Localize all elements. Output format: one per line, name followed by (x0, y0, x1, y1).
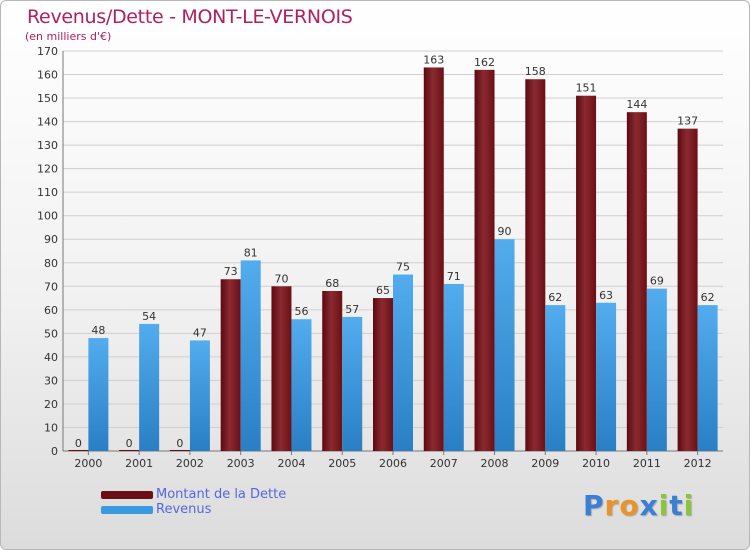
y-tick-label: 40 (44, 351, 58, 364)
logo-letter: r (604, 489, 620, 522)
y-tick-label: 80 (44, 257, 58, 270)
bar-dette (119, 450, 140, 451)
data-label: 65 (376, 284, 390, 297)
data-label: 57 (345, 303, 359, 316)
data-label: 47 (193, 326, 207, 339)
bar-dette (626, 112, 647, 452)
y-tick-label: 90 (44, 233, 58, 246)
y-tick-label: 30 (44, 374, 58, 387)
data-label: 0 (75, 437, 82, 450)
bar-revenus (139, 323, 160, 451)
x-tick-label: 2012 (684, 457, 712, 470)
bar-revenus (494, 239, 515, 451)
bar-dette (322, 291, 343, 451)
logo-letter: i (683, 489, 695, 522)
legend-label-dette: Montant de la Dette (156, 487, 287, 502)
y-tick-label: 160 (37, 69, 58, 82)
bar-dette (220, 279, 241, 451)
data-label: 0 (176, 437, 183, 450)
y-tick-label: 50 (44, 327, 58, 340)
chart-title: Revenus/Dette - MONT-LE-VERNOIS (27, 6, 353, 28)
data-label: 69 (650, 275, 664, 288)
bar-dette (677, 128, 698, 451)
bar-dette (169, 450, 190, 451)
bar-dette (525, 79, 546, 451)
data-label: 68 (325, 277, 339, 290)
data-label: 62 (701, 291, 715, 304)
bar-dette (474, 69, 495, 451)
data-label: 56 (294, 305, 308, 318)
proxiti-logo: Proxiti (583, 489, 694, 522)
logo-letter: i (658, 489, 670, 522)
data-label: 70 (274, 272, 288, 285)
bar-dette (373, 298, 393, 451)
x-tick-label: 2004 (277, 457, 305, 470)
y-tick-label: 120 (37, 163, 58, 176)
data-label: 162 (474, 56, 495, 69)
y-tick-label: 10 (44, 421, 58, 434)
bar-revenus (697, 305, 718, 451)
y-tick-label: 140 (37, 116, 58, 129)
bar-revenus (342, 316, 363, 451)
bar-revenus (545, 305, 566, 451)
bar-revenus (189, 340, 210, 451)
legend-swatch-revenus (101, 506, 153, 514)
logo-letter: x (639, 489, 659, 522)
data-label: 73 (224, 265, 238, 278)
bar-revenus (596, 302, 617, 451)
bar-revenus (240, 260, 261, 451)
y-tick-label: 60 (44, 304, 58, 317)
y-tick-label: 110 (37, 186, 58, 199)
x-tick-label: 2010 (582, 457, 610, 470)
data-label: 163 (423, 53, 444, 66)
x-tick-label: 2006 (379, 457, 407, 470)
x-tick-label: 2001 (125, 457, 153, 470)
data-label: 71 (447, 270, 461, 283)
data-label: 62 (548, 291, 562, 304)
y-tick-label: 100 (37, 210, 58, 223)
data-label: 151 (576, 82, 597, 95)
bar-dette (423, 67, 444, 452)
y-tick-label: 150 (37, 92, 58, 105)
x-tick-label: 2011 (633, 457, 661, 470)
data-label: 75 (396, 261, 410, 274)
chart-subtitle: (en milliers d'€) (25, 30, 112, 43)
logo-letter: t (669, 489, 684, 522)
y-tick-label: 0 (51, 445, 58, 458)
data-label: 0 (126, 437, 133, 450)
data-label: 48 (91, 324, 105, 337)
x-tick-label: 2000 (74, 457, 102, 470)
legend-swatch-dette (101, 491, 153, 499)
bar-revenus (646, 288, 667, 451)
bar-revenus (88, 338, 109, 451)
data-label: 90 (498, 225, 512, 238)
x-tick-label: 2007 (430, 457, 458, 470)
data-label: 144 (626, 98, 647, 111)
bar-revenus (291, 319, 312, 451)
logo-letter: P (583, 489, 605, 522)
bar-dette (576, 95, 597, 452)
data-label: 63 (599, 289, 613, 302)
x-tick-label: 2005 (328, 457, 356, 470)
logo-letter: o (619, 489, 640, 522)
data-label: 54 (142, 310, 156, 323)
x-tick-label: 2008 (481, 457, 509, 470)
legend-label-revenus: Revenus (156, 502, 212, 517)
bar-revenus (443, 283, 464, 451)
data-label: 81 (244, 246, 258, 259)
bar-dette (68, 450, 89, 451)
data-label: 137 (677, 115, 698, 128)
y-tick-label: 170 (37, 45, 58, 58)
y-tick-label: 130 (37, 139, 58, 152)
x-tick-label: 2002 (176, 457, 204, 470)
x-tick-label: 2009 (531, 457, 559, 470)
x-tick-label: 2003 (227, 457, 255, 470)
y-tick-label: 70 (44, 280, 58, 293)
y-tick-label: 20 (44, 398, 58, 411)
bar-revenus (393, 274, 413, 451)
bar-dette (271, 286, 292, 451)
data-label: 158 (525, 65, 546, 78)
